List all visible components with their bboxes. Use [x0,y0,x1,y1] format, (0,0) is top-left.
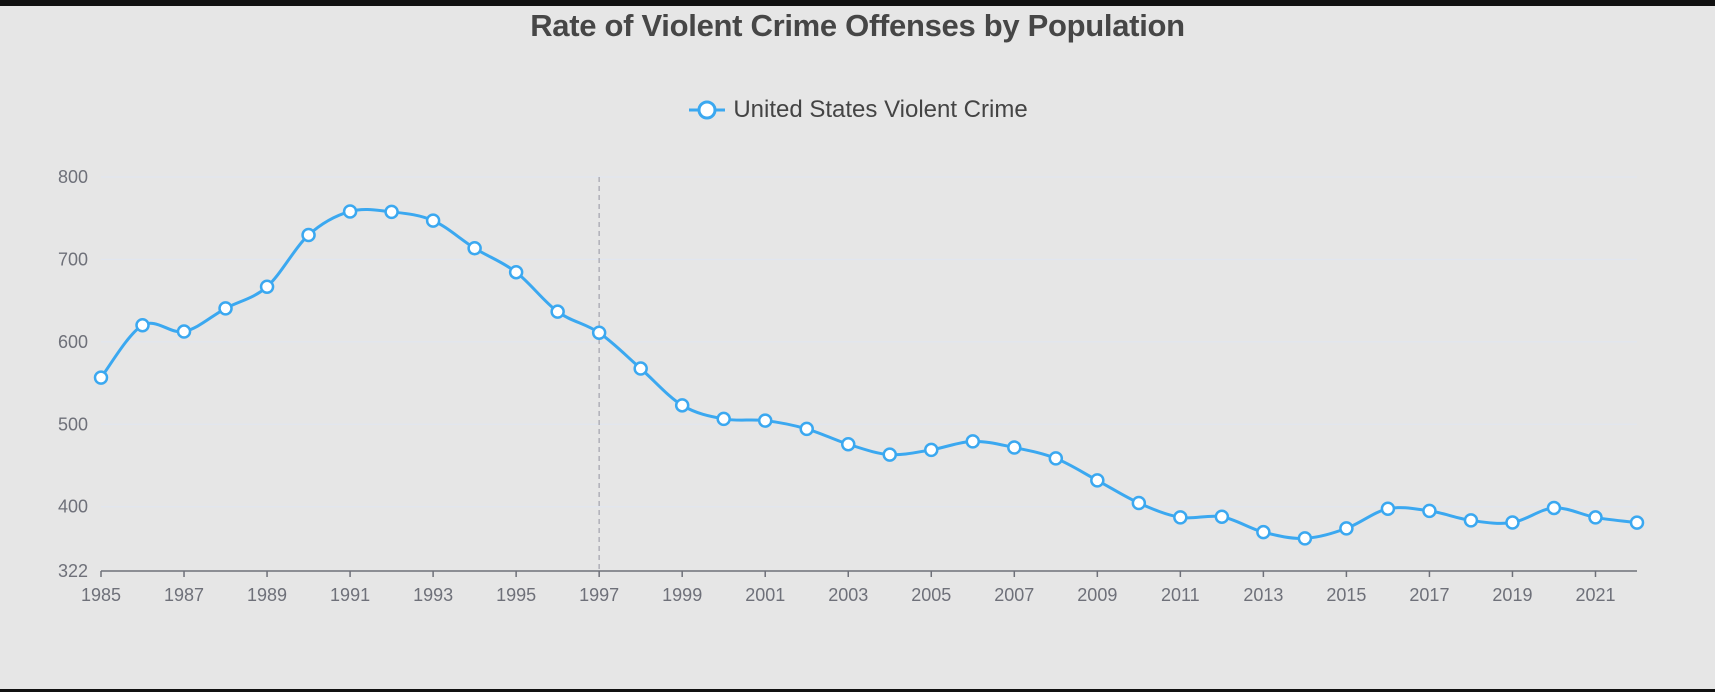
data-point-2019[interactable] [1505,515,1520,530]
legend: United States Violent Crime [0,96,1715,124]
data-point-1995[interactable] [508,264,524,280]
x-tick-label: 1989 [247,585,287,605]
x-tick-label: 1993 [413,585,453,605]
data-point-1985[interactable] [93,370,109,385]
x-tick-label: 1995 [496,585,536,605]
gridlines [101,176,1637,508]
x-tick-label: 1997 [579,585,619,605]
data-point-1990[interactable] [301,227,316,243]
data-point-1999[interactable] [674,398,690,413]
data-point-1998[interactable] [633,361,648,376]
x-tick-label: 1999 [662,585,702,605]
x-tick-label: 2021 [1575,585,1615,605]
data-point-2006[interactable] [965,434,981,449]
data-point-2008[interactable] [1048,451,1064,466]
data-point-2001[interactable] [757,413,773,428]
data-point-2015[interactable] [1339,521,1354,536]
y-tick-label: 800 [58,167,88,187]
x-tick-label: 1985 [81,585,121,605]
data-point-1993[interactable] [425,213,441,228]
x-tick-label: 1987 [164,585,204,605]
data-point-2017[interactable] [1422,503,1437,519]
y-axis-labels: 322 400 500 600 700 800 [58,167,88,581]
x-tick-label: 2009 [1077,585,1117,605]
x-tick-label: 2005 [911,585,951,605]
data-point-1987[interactable] [176,324,192,339]
x-tick-label: 2015 [1326,585,1366,605]
data-point-2010[interactable] [1131,495,1147,511]
data-point-2004[interactable] [882,447,898,462]
x-tick-label: 2003 [828,585,868,605]
x-axis: 1985 1987 1989 1991 1993 1995 1997 1999 2001 2003… [81,570,1637,605]
x-tick-label: 1991 [330,585,370,605]
legend-label: United States Violent Crime [733,96,1028,123]
data-point-2016[interactable] [1380,501,1396,517]
data-point-1991[interactable] [342,204,358,219]
x-tick-label: 2001 [745,585,785,605]
data-point-1989[interactable] [259,279,275,294]
x-tick-label: 2011 [1161,585,1200,605]
legend-item[interactable]: United States Violent Crime [687,96,1028,124]
y-tick-label: 500 [58,414,88,434]
series-united-states-violent-crime [93,204,1645,546]
x-tick-label: 2017 [1409,585,1449,605]
data-point-2022[interactable] [1629,515,1645,530]
series-line [99,207,1638,540]
chart-title: Rate of Violent Crime Offenses by Popula… [530,8,1185,43]
data-point-2018[interactable] [1463,513,1479,528]
x-tick-label: 2019 [1492,585,1532,605]
data-point-2000[interactable] [716,411,731,427]
data-point-2012[interactable] [1214,509,1230,525]
data-point-2021[interactable] [1588,510,1603,525]
y-tick-label: 700 [58,249,88,269]
data-point-1996[interactable] [550,304,565,319]
data-point-2005[interactable] [924,442,939,458]
data-point-2014[interactable] [1297,531,1313,546]
top-window-edge [0,0,1715,6]
data-point-1994[interactable] [467,240,482,256]
x-tick-label: 2007 [994,585,1034,605]
bottom-window-edge [0,689,1715,692]
data-point-2002[interactable] [799,421,814,437]
data-point-2011[interactable] [1173,510,1188,525]
data-point-2020[interactable] [1546,500,1562,516]
data-point-2009[interactable] [1090,473,1105,488]
legend-line-marker-icon [689,100,726,120]
y-tick-label: 600 [58,332,88,352]
data-point-1988[interactable] [218,301,233,316]
y-tick-label: 322 [58,561,88,581]
data-point-1992[interactable] [384,204,399,220]
data-point-2003[interactable] [840,436,856,452]
x-tick-label: 2013 [1243,585,1283,605]
data-point-2007[interactable] [1007,440,1022,455]
y-tick-label: 400 [58,497,88,517]
data-point-1997[interactable] [591,325,607,341]
data-point-1986[interactable] [135,318,150,333]
data-point-2013[interactable] [1256,524,1271,540]
